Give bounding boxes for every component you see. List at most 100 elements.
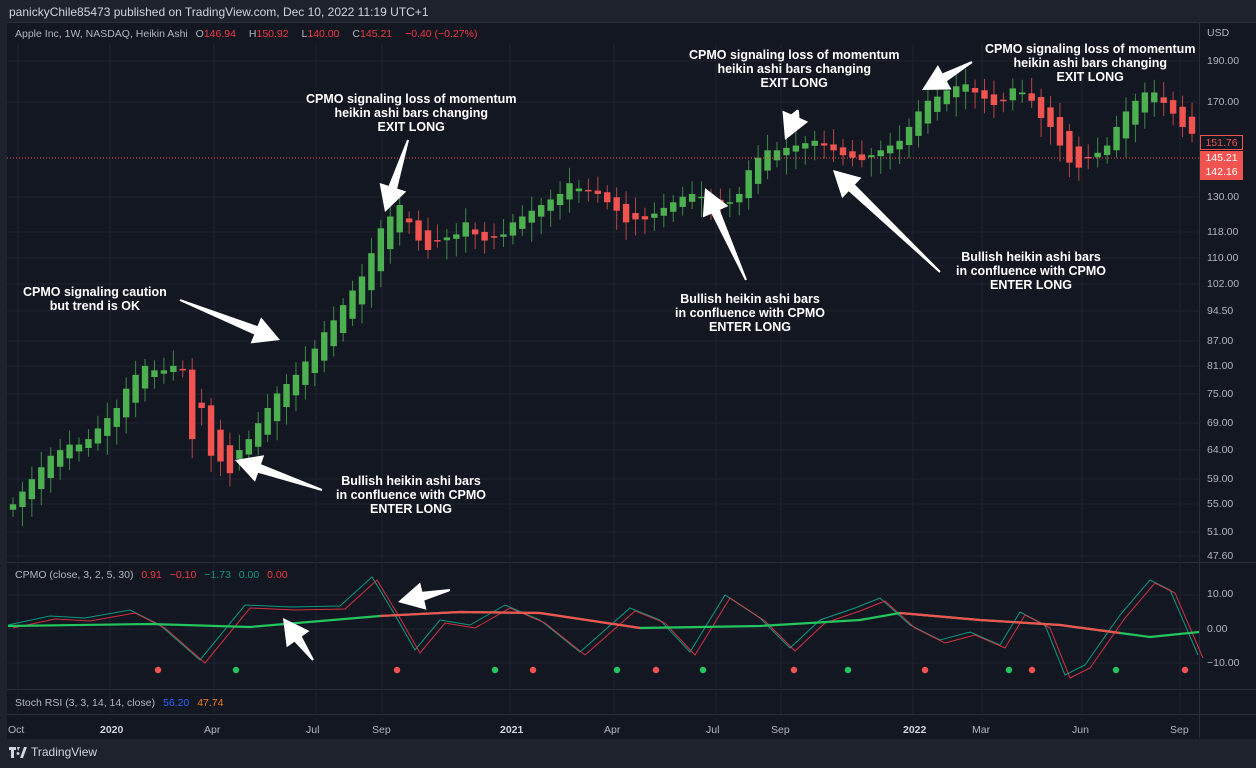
candle-body: [1056, 117, 1064, 146]
candle-body: [858, 154, 866, 161]
price-axis-label: 69.00: [1207, 417, 1234, 429]
candle-body: [490, 236, 498, 238]
sell-signal-dot: [790, 666, 798, 674]
annotation-line: heikin ashi bars changing: [717, 62, 871, 76]
candle-body: [1151, 92, 1158, 103]
candle-body: [1085, 156, 1092, 159]
price-axis-label: 75.00: [1207, 388, 1234, 400]
candle-body: [245, 439, 252, 455]
candle-body: [896, 140, 903, 150]
candle-body: [207, 405, 215, 456]
stoch-title[interactable]: Stoch RSI (3, 3, 14, 14, close): [15, 697, 156, 709]
tradingview-footer[interactable]: TradingView: [9, 745, 97, 759]
main-series-legend[interactable]: Apple Inc, 1W, NASDAQ, Heikin Ashi O146.…: [15, 28, 478, 40]
candle-body: [802, 143, 809, 149]
cpmo-slow-line: [12, 579, 1204, 679]
candle-body: [387, 216, 394, 250]
candle-body: [773, 150, 781, 161]
candle-body: [160, 370, 168, 374]
candle-body: [1019, 92, 1026, 95]
candle-body: [1179, 106, 1186, 127]
cpmo-value-4: 0.00: [238, 569, 260, 581]
candle-body: [547, 199, 554, 211]
candle-body: [358, 276, 366, 305]
cpmo-title[interactable]: CPMO (close, 3, 2, 5, 30): [15, 569, 134, 581]
candle-body: [462, 222, 469, 237]
candle-body: [839, 147, 847, 156]
candle-body: [85, 439, 92, 448]
candle-body: [415, 220, 422, 241]
stoch-rsi-legend[interactable]: Stoch RSI (3, 3, 14, 14, close) 56.20 47…: [15, 697, 228, 709]
time-axis-label: Mar: [972, 724, 991, 736]
candle-body: [302, 361, 309, 385]
cpmo-legend[interactable]: CPMO (close, 3, 2, 5, 30) 0.91 −0.10 −1.…: [15, 569, 293, 581]
tradingview-logo-icon: [9, 746, 27, 758]
candle-body: [28, 479, 36, 500]
price-axis-label: 51.00: [1207, 526, 1234, 538]
annotation-line: in confluence with CPMO: [956, 264, 1107, 278]
price-axis-label: 87.00: [1207, 335, 1234, 347]
time-axis-label: Jul: [706, 724, 720, 736]
candle-body: [1066, 130, 1073, 163]
buy-signal-dot: [1005, 666, 1013, 674]
arrow-icon: [922, 61, 973, 90]
candle-body: [339, 305, 347, 334]
price-axis-label: 110.00: [1207, 252, 1239, 264]
candle-body: [198, 402, 205, 409]
sell-signal-dot: [154, 666, 162, 674]
annotation-line: ENTER LONG: [990, 278, 1072, 292]
candle-body: [736, 193, 743, 203]
candle-body: [953, 86, 960, 98]
candle-body: [792, 145, 800, 152]
candle-body: [75, 444, 83, 452]
candle-body: [1075, 146, 1083, 168]
sell-signal-dot: [393, 666, 401, 674]
sell-signal-dot: [921, 666, 929, 674]
candle-body: [104, 418, 111, 436]
chart-frame[interactable]: [7, 22, 1256, 739]
annotation-line: heikin ashi bars changing: [334, 106, 488, 120]
candle-body: [745, 170, 752, 199]
last-price-tag: 145.21: [1200, 151, 1243, 166]
candle-body: [971, 88, 979, 93]
candle-body: [113, 408, 120, 427]
candle-body: [122, 388, 130, 418]
cpmo-signal-line: [7, 610, 1200, 639]
stoch-d-value: 47.74: [197, 697, 224, 709]
annotation-line: EXIT LONG: [1056, 70, 1124, 84]
candle-body: [471, 229, 479, 235]
cpmo-value-5: 0.00: [267, 569, 288, 581]
symbol-title[interactable]: Apple Inc, 1W, NASDAQ, Heikin Ashi: [15, 28, 188, 40]
buy-signal-dot: [613, 666, 621, 674]
time-axis-label: Sep: [771, 724, 790, 736]
annotation-line: but trend is OK: [49, 299, 141, 313]
candle-body: [764, 150, 771, 171]
candle-body: [641, 216, 649, 220]
annotation-line: CPMO signaling loss of momentum: [306, 92, 517, 106]
candle-body: [255, 423, 262, 447]
countdown-price-tag: 142.16: [1200, 165, 1243, 180]
arrow-icon: [398, 582, 451, 610]
annotation-line: ENTER LONG: [370, 502, 452, 516]
stoch-k-value: 56.20: [163, 697, 190, 709]
candle-body: [236, 450, 243, 459]
candle-body: [38, 467, 45, 490]
time-axis-label: Sep: [1170, 724, 1189, 736]
candle-body: [1113, 126, 1120, 151]
candle-body: [368, 253, 375, 291]
arrow-icon: [702, 188, 747, 281]
buy-signal-dot: [1112, 666, 1120, 674]
candle-body: [1122, 111, 1130, 139]
annotation-line: ENTER LONG: [709, 320, 791, 334]
time-axis-label: Apr: [204, 724, 221, 736]
annotation-line: heikin ashi bars changing: [1013, 56, 1167, 70]
candle-body: [783, 147, 790, 156]
candle-body: [924, 100, 932, 124]
candle-body: [56, 450, 64, 467]
annotation-text: Bullish heikin ashi bars in confluence wi…: [956, 250, 1106, 292]
candle-body: [990, 94, 998, 106]
currency-label[interactable]: USD: [1207, 27, 1230, 39]
time-axis-label: 2022: [903, 724, 927, 736]
candle-body: [868, 155, 875, 158]
